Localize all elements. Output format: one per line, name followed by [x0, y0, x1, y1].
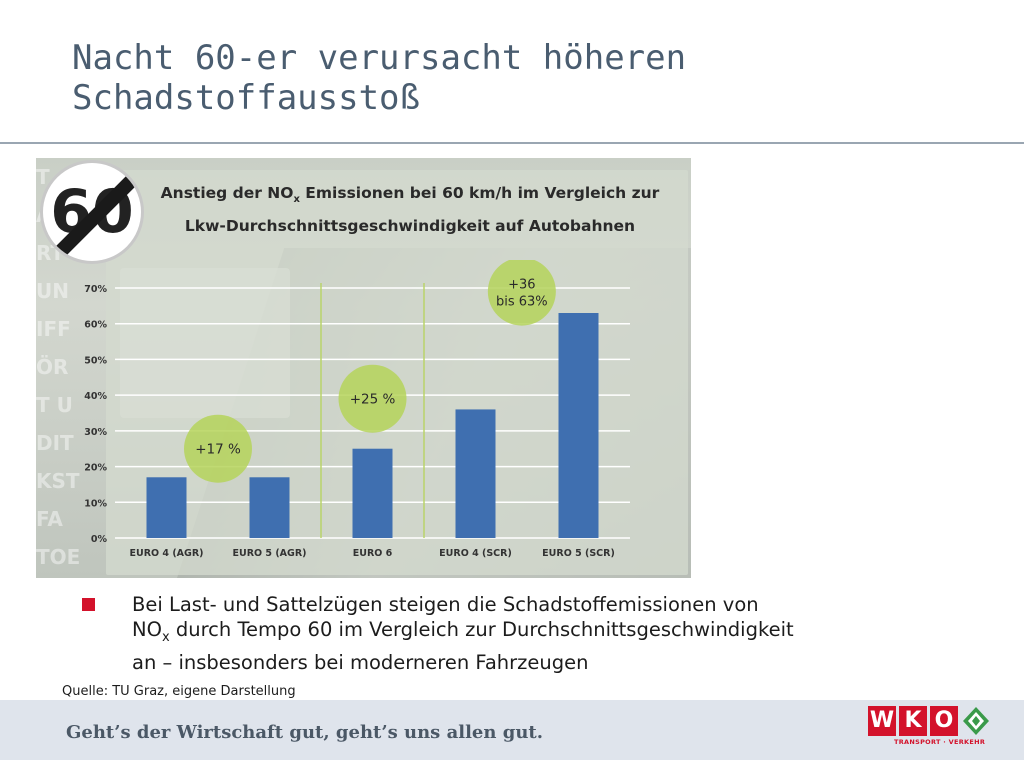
bar — [249, 477, 290, 538]
bullet-square-icon — [82, 598, 95, 611]
x-tick-label: EURO 5 (SCR) — [542, 548, 615, 559]
annotation-label: +36 — [508, 278, 535, 293]
y-tick-label: 50% — [84, 355, 107, 366]
bullet-line3: an – insbesonders bei moderneren Fahrzeu… — [132, 650, 589, 674]
annotation-bubble — [487, 260, 556, 326]
source-note: Quelle: TU Graz, eigene Darstellung — [62, 684, 296, 699]
bullet-line1: Bei Last- und Sattelzügen steigen die Sc… — [132, 593, 759, 616]
y-tick-label: 70% — [84, 284, 107, 295]
logo-letter-o: O — [930, 706, 958, 736]
slide-title: Nacht 60-er verursacht höheren Schadstof… — [72, 38, 972, 118]
background-text-watermark: T A RT UN IFF ÖR T U DIT KST FA TOE NEN … — [36, 165, 81, 569]
bullet-line2-pre: NO — [132, 618, 162, 641]
annotation-bubble — [184, 414, 252, 483]
chart-title: Anstieg der NOx Emissionen bei 60 km/h i… — [150, 180, 670, 239]
slide-title-line1: Nacht 60-er verursacht höheren — [72, 38, 687, 78]
x-tick-label: EURO 4 (SCR) — [439, 548, 512, 559]
footer-band — [0, 700, 1024, 760]
bar — [146, 477, 187, 538]
bar — [352, 448, 393, 538]
chart-title-text: Anstieg der NO — [160, 184, 294, 202]
logo-letter-w: W — [868, 706, 896, 736]
logo-emblem-icon — [963, 707, 989, 735]
logo-subtitle: TRANSPORT · VERKEHR — [894, 738, 986, 746]
annotation-label: +17 % — [195, 442, 241, 458]
wko-logo: W K O TRANSPORT · VERKEHR — [868, 706, 992, 750]
bullet-line2: NOx durch Tempo 60 im Vergleich zur Durc… — [132, 617, 992, 650]
y-tick-label: 20% — [84, 463, 107, 474]
chart-title-line1: Anstieg der NOx Emissionen bei 60 km/h i… — [150, 180, 670, 213]
chart-title-line2: Lkw-Durchschnittsgeschwindigkeit auf Aut… — [184, 217, 636, 236]
bullet-line2-subscript: x — [161, 629, 170, 645]
y-tick-label: 40% — [84, 391, 107, 402]
bar — [455, 409, 496, 538]
speed-limit-end-sign-icon: 60 — [40, 160, 144, 264]
y-tick-label: 10% — [84, 498, 107, 509]
chart-title-text-rest: Emissionen bei 60 km/h im Vergleich zur — [299, 184, 660, 202]
annotation-bubble — [338, 364, 407, 433]
bullet-text: Bei Last- und Sattelzügen steigen die Sc… — [132, 592, 992, 675]
y-tick-label: 30% — [84, 427, 107, 438]
chart-title-subscript: x — [293, 194, 300, 206]
x-tick-label: EURO 4 (AGR) — [130, 548, 204, 559]
bar-chart: 0% 10% 20% 30% 40% 50% 60% 70% EURO 4 (AGR) EURO … — [84, 260, 630, 559]
title-divider — [0, 142, 1024, 144]
bar — [558, 313, 599, 538]
slide-title-line2: Schadstoffausstoß — [72, 78, 420, 118]
annotation-label: bis 63% — [496, 295, 548, 310]
annotation-label: +25 % — [350, 392, 396, 408]
bullet-line2-post: durch Tempo 60 im Vergleich zur Durchsch… — [169, 618, 794, 641]
x-tick-label: EURO 6 — [353, 548, 393, 559]
y-tick-label: 0% — [91, 534, 108, 545]
y-tick-label: 60% — [84, 320, 107, 331]
x-tick-label: EURO 5 (AGR) — [233, 548, 307, 559]
footer-slogan: Geht’s der Wirtschaft gut, geht’s uns al… — [66, 722, 543, 743]
logo-letter-k: K — [899, 706, 927, 736]
